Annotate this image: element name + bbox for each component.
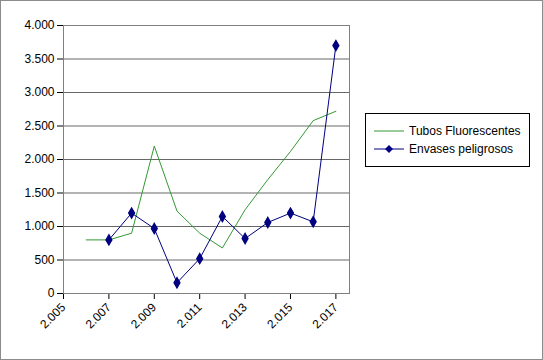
svg-text:2.000: 2.000 <box>24 152 54 166</box>
svg-text:2.500: 2.500 <box>24 119 54 133</box>
svg-text:1.500: 1.500 <box>24 186 54 200</box>
svg-text:4.000: 4.000 <box>24 18 54 32</box>
svg-text:2.013: 2.013 <box>219 300 250 331</box>
svg-text:3.000: 3.000 <box>24 85 54 99</box>
svg-text:2.007: 2.007 <box>83 300 114 331</box>
svg-text:3.500: 3.500 <box>24 52 54 66</box>
html-text:Envases peligrosos: Envases peligrosos <box>409 142 514 156</box>
svg-text:2.015: 2.015 <box>264 300 295 331</box>
svg-text:500: 500 <box>34 253 54 267</box>
svg-text:2.011: 2.011 <box>174 300 205 331</box>
svg-text:0: 0 <box>48 286 55 300</box>
svg-text:2.005: 2.005 <box>37 300 68 331</box>
html-text:Tubos Fluorescentes: Tubos Fluorescentes <box>409 124 521 138</box>
svg-text:2.017: 2.017 <box>310 300 341 331</box>
svg-text:2.009: 2.009 <box>128 300 159 331</box>
svg-text:1.000: 1.000 <box>24 219 54 233</box>
